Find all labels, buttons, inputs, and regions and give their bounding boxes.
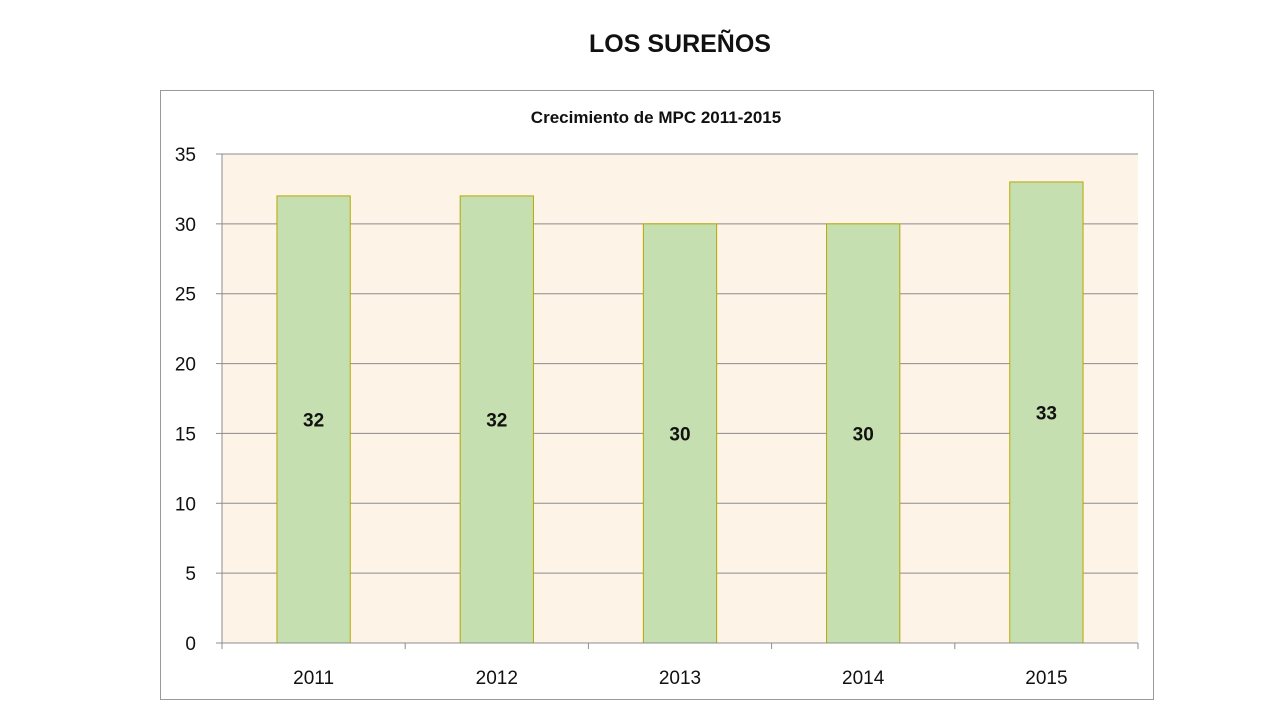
y-tick-label: 35 bbox=[175, 145, 196, 166]
y-tick-label: 25 bbox=[175, 285, 196, 306]
axes bbox=[216, 153, 1139, 649]
data-label: 30 bbox=[853, 424, 874, 445]
data-label: 32 bbox=[486, 410, 507, 431]
x-tick-labels: 2011 2012 2013 2014 2015 bbox=[293, 668, 1067, 689]
data-label: 30 bbox=[669, 424, 690, 445]
bars bbox=[276, 181, 1084, 644]
y-tick-label: 5 bbox=[185, 564, 196, 585]
y-tick-label: 20 bbox=[175, 355, 196, 376]
data-label: 33 bbox=[1036, 403, 1057, 424]
x-tick-label: 2014 bbox=[842, 668, 885, 689]
y-tick-label: 15 bbox=[175, 424, 196, 445]
slide-title: LOS SUREÑOS bbox=[589, 30, 771, 58]
x-tick-label: 2015 bbox=[1025, 668, 1067, 689]
y-tick-labels: 0 5 10 15 20 25 30 35 bbox=[175, 145, 196, 655]
x-tick-label: 2011 bbox=[293, 668, 334, 689]
x-tick-label: 2013 bbox=[659, 668, 701, 689]
chart-title: Crecimiento de MPC 2011-2015 bbox=[531, 108, 781, 127]
bar-2012 bbox=[459, 195, 534, 644]
bar-2011 bbox=[276, 195, 351, 644]
y-tick-label: 30 bbox=[175, 215, 196, 236]
data-labels: 32 32 30 30 33 bbox=[303, 403, 1057, 445]
y-tick-label: 0 bbox=[185, 634, 196, 655]
y-tick-label: 10 bbox=[175, 494, 196, 515]
bar-2014 bbox=[826, 223, 901, 644]
data-label: 32 bbox=[303, 410, 324, 431]
x-tick-label: 2012 bbox=[476, 668, 518, 689]
